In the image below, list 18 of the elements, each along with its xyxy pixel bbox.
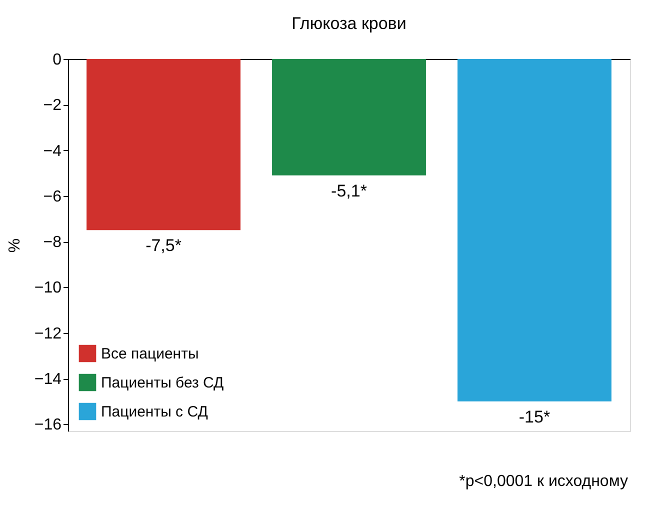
y-tick-label: 0 [52,52,62,68]
y-tick-label: −2 [43,97,62,114]
data-label: -7,5* [146,236,182,256]
y-tick-label: −4 [43,142,62,160]
y-tick-label: −14 [34,371,62,388]
legend-label: Все пациенты [101,346,199,362]
y-tick-label: −6 [43,188,62,206]
y-tick-label: −12 [34,325,62,342]
text: *p<0,0001 к исходному [459,473,628,490]
y-tick-label: −16 [34,416,62,434]
legend-label: Пациенты без СД [101,374,224,392]
chart-title: Глюкоза крови [292,14,406,33]
y-tick-label: −8 [43,234,62,252]
data-label: -5,1* [331,181,368,200]
y-tick-label: −10 [34,280,62,297]
data-label: -15* [518,407,550,426]
y-axis-title: % [6,238,24,253]
legend-label: Пациенты с СД [101,404,208,420]
